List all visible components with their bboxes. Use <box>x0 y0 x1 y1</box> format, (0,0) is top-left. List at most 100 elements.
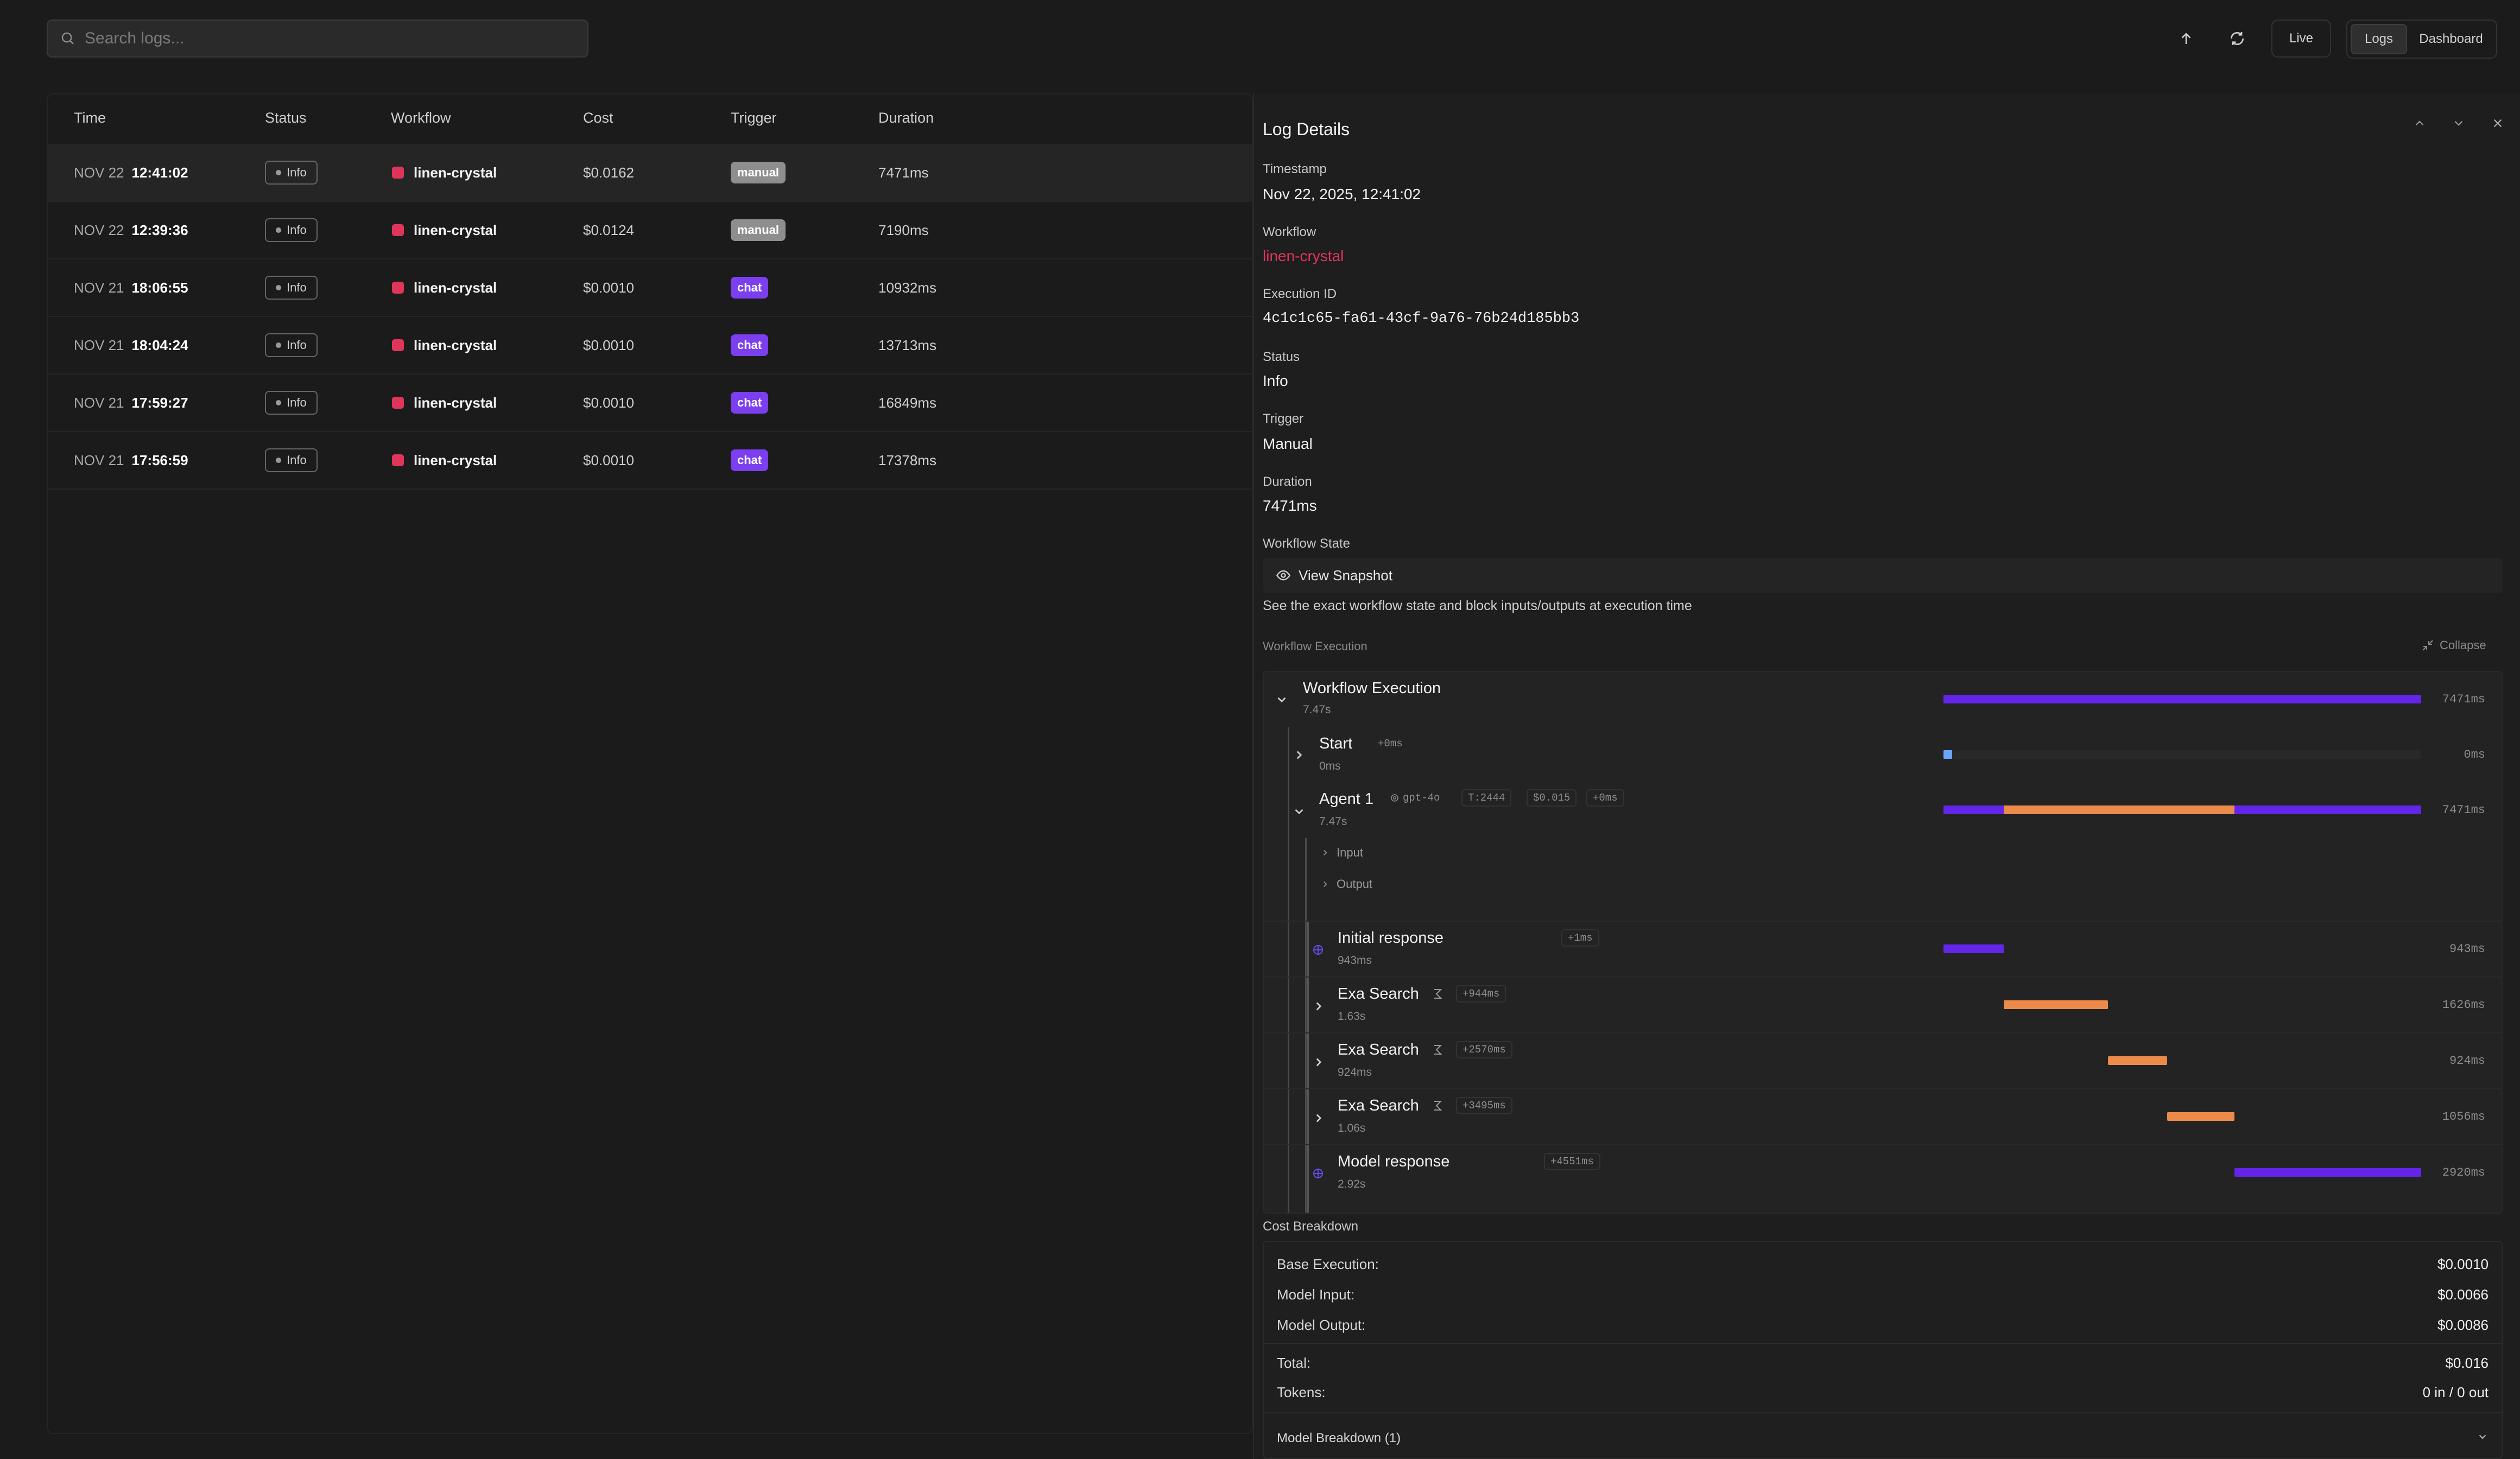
exa-tool-icon <box>1434 989 1442 999</box>
cell-trigger: manual <box>731 144 786 201</box>
workflow-link[interactable]: linen-crystal <box>1263 248 1344 264</box>
prev-log-button[interactable] <box>2413 116 2427 133</box>
row-cost: $0.0010 <box>583 452 634 468</box>
cell-cost: $0.0010 <box>583 259 634 316</box>
trace-row-child[interactable]: Exa Search +944ms 1.63s 1626ms <box>1264 976 2502 1033</box>
trace-row-start[interactable]: Start +0ms 0ms 0ms <box>1264 727 2502 783</box>
close-panel-button[interactable] <box>2491 116 2505 133</box>
cell-time: NOV 21 18:06:55 <box>74 259 188 316</box>
trace-bar-track <box>1943 1000 2421 1009</box>
cell-time: NOV 21 17:59:27 <box>74 375 188 431</box>
live-button[interactable]: Live <box>2271 20 2331 58</box>
status-badge: Info <box>265 333 318 357</box>
logs-tab[interactable]: Logs <box>2351 24 2407 54</box>
trace-bar-track <box>1943 944 2421 953</box>
cell-workflow: linen-crystal <box>392 375 497 431</box>
trace-row-child[interactable]: Exa Search +3495ms 1.06s 1056ms <box>1264 1088 2502 1145</box>
row-duration: 10932ms <box>878 279 936 296</box>
workflow-name: linen-crystal <box>414 394 497 411</box>
trace-offset-chip: +1ms <box>1561 929 1599 947</box>
status-text: Info <box>287 396 307 409</box>
cost-row-tokens: Tokens: 0 in / 0 out <box>1277 1384 2489 1401</box>
status-badge: Info <box>265 218 318 242</box>
workflow-name: linen-crystal <box>414 164 497 181</box>
status-text: Info <box>287 338 307 352</box>
row-cost: $0.0162 <box>583 164 634 181</box>
tree-line <box>1305 838 1307 1213</box>
refresh-icon <box>2231 32 2244 45</box>
cell-trigger: chat <box>731 375 769 431</box>
row-duration: 17378ms <box>878 452 936 468</box>
model-icon <box>1313 1169 1323 1178</box>
trace-name: Model response <box>1338 1153 1450 1170</box>
chevron-down-icon[interactable] <box>1275 693 1289 707</box>
trace-sub: 943ms <box>1338 954 1372 967</box>
trace-row-agent[interactable]: Agent 1 gpt-4o T:2444 $0.015 +0ms 7.47s … <box>1264 783 2502 838</box>
execution-id-value: 4c1c1c65-fa61-43cf-9a76-76b24d185bb3 <box>1263 310 1580 327</box>
cell-cost: $0.0010 <box>583 432 634 489</box>
search-box[interactable] <box>47 20 588 58</box>
cell-status: Info <box>265 317 318 373</box>
trace-bar-track <box>1943 695 2421 703</box>
cost-row-output: Model Output: $0.0086 <box>1277 1317 2489 1334</box>
trace-row-child[interactable]: Initial response +1ms 943ms 943ms <box>1264 921 2502 977</box>
workflow-name: linen-crystal <box>414 452 497 468</box>
header-trigger: Trigger <box>731 110 777 126</box>
status-dot <box>276 285 281 290</box>
trace-row-root[interactable]: Workflow Execution 7.47s 7471ms <box>1264 672 2502 727</box>
workflow-name: linen-crystal <box>414 279 497 296</box>
trace-sub: 7.47s <box>1319 815 1347 828</box>
log-details-panel: Log Details Timestamp Nov 22, 2025, 12:4… <box>1253 93 2520 1459</box>
trace-offset-chip: +944ms <box>1456 985 1506 1003</box>
trace-name: Exa Search <box>1338 985 1419 1003</box>
row-cost: $0.0124 <box>583 221 634 238</box>
collapse-button[interactable]: Collapse <box>2421 638 2486 652</box>
dashboard-tab[interactable]: Dashboard <box>2419 31 2483 46</box>
chevron-down-icon[interactable] <box>1292 804 1306 819</box>
output-toggle[interactable]: Output <box>1320 877 1372 891</box>
view-snapshot-button[interactable]: View Snapshot <box>1263 558 2503 593</box>
chevron-right-icon[interactable] <box>1292 748 1306 762</box>
trace-sub: 1.63s <box>1338 1010 1366 1023</box>
status-dot <box>276 458 281 463</box>
status-text: Info <box>287 281 307 294</box>
trace-duration: 7471ms <box>2442 803 2485 817</box>
workflow-color-swatch <box>392 397 404 409</box>
chevron-right-icon[interactable] <box>1312 1111 1326 1125</box>
trace-row-child[interactable]: Exa Search +2570ms 924ms 924ms <box>1264 1032 2502 1089</box>
cell-duration: 7190ms <box>878 202 929 258</box>
table-row[interactable]: NOV 22 12:41:02 Info linen-crystal $0.0162 ma… <box>48 144 1252 202</box>
table-row[interactable]: NOV 22 12:39:36 Info linen-crystal $0.0124 ma… <box>48 202 1252 259</box>
chevron-right-icon[interactable] <box>1312 1055 1326 1069</box>
trace-bar <box>2003 1000 2108 1009</box>
trace-row-child[interactable]: Model response +4551ms 2.92s 2920ms <box>1264 1144 2502 1201</box>
table-row[interactable]: NOV 21 18:04:24 Info linen-crystal $0.0010 ch… <box>48 317 1252 375</box>
export-button[interactable] <box>2167 20 2205 58</box>
status-label: Status <box>1263 350 1300 364</box>
next-log-button[interactable] <box>2452 116 2466 133</box>
header-workflow: Workflow <box>391 110 451 126</box>
trace-name: Exa Search <box>1338 1097 1419 1114</box>
duration-label: Duration <box>1263 474 1312 489</box>
cell-time: NOV 22 12:41:02 <box>74 144 188 201</box>
chevron-right-icon <box>1324 881 1327 887</box>
chevron-right-icon[interactable] <box>1312 999 1326 1013</box>
status-badge: Info <box>265 161 318 185</box>
header-time: Time <box>74 110 106 126</box>
input-label: Input <box>1337 846 1363 859</box>
cost-value: 0 in / 0 out <box>2422 1384 2489 1400</box>
cell-workflow: linen-crystal <box>392 259 497 316</box>
refresh-button[interactable] <box>2218 20 2256 58</box>
table-row[interactable]: NOV 21 17:56:59 Info linen-crystal $0.0010 ch… <box>48 432 1252 490</box>
cost-row-base: Base Execution: $0.0010 <box>1277 1256 2489 1273</box>
workflow-name: linen-crystal <box>414 221 497 238</box>
input-toggle[interactable]: Input <box>1320 846 1363 860</box>
workflow-color-swatch <box>392 224 404 236</box>
cost-label: Base Execution: <box>1277 1256 1379 1272</box>
table-row[interactable]: NOV 21 18:06:55 Info linen-crystal $0.0010 ch… <box>48 259 1252 317</box>
model-breakdown-toggle[interactable]: Model Breakdown (1) <box>1277 1431 2489 1446</box>
table-row[interactable]: NOV 21 17:59:27 Info linen-crystal $0.0010 ch… <box>48 375 1252 432</box>
search-input[interactable] <box>84 29 547 48</box>
model-breakdown-label: Model Breakdown (1) <box>1277 1431 1401 1445</box>
status-text: Info <box>287 166 307 179</box>
